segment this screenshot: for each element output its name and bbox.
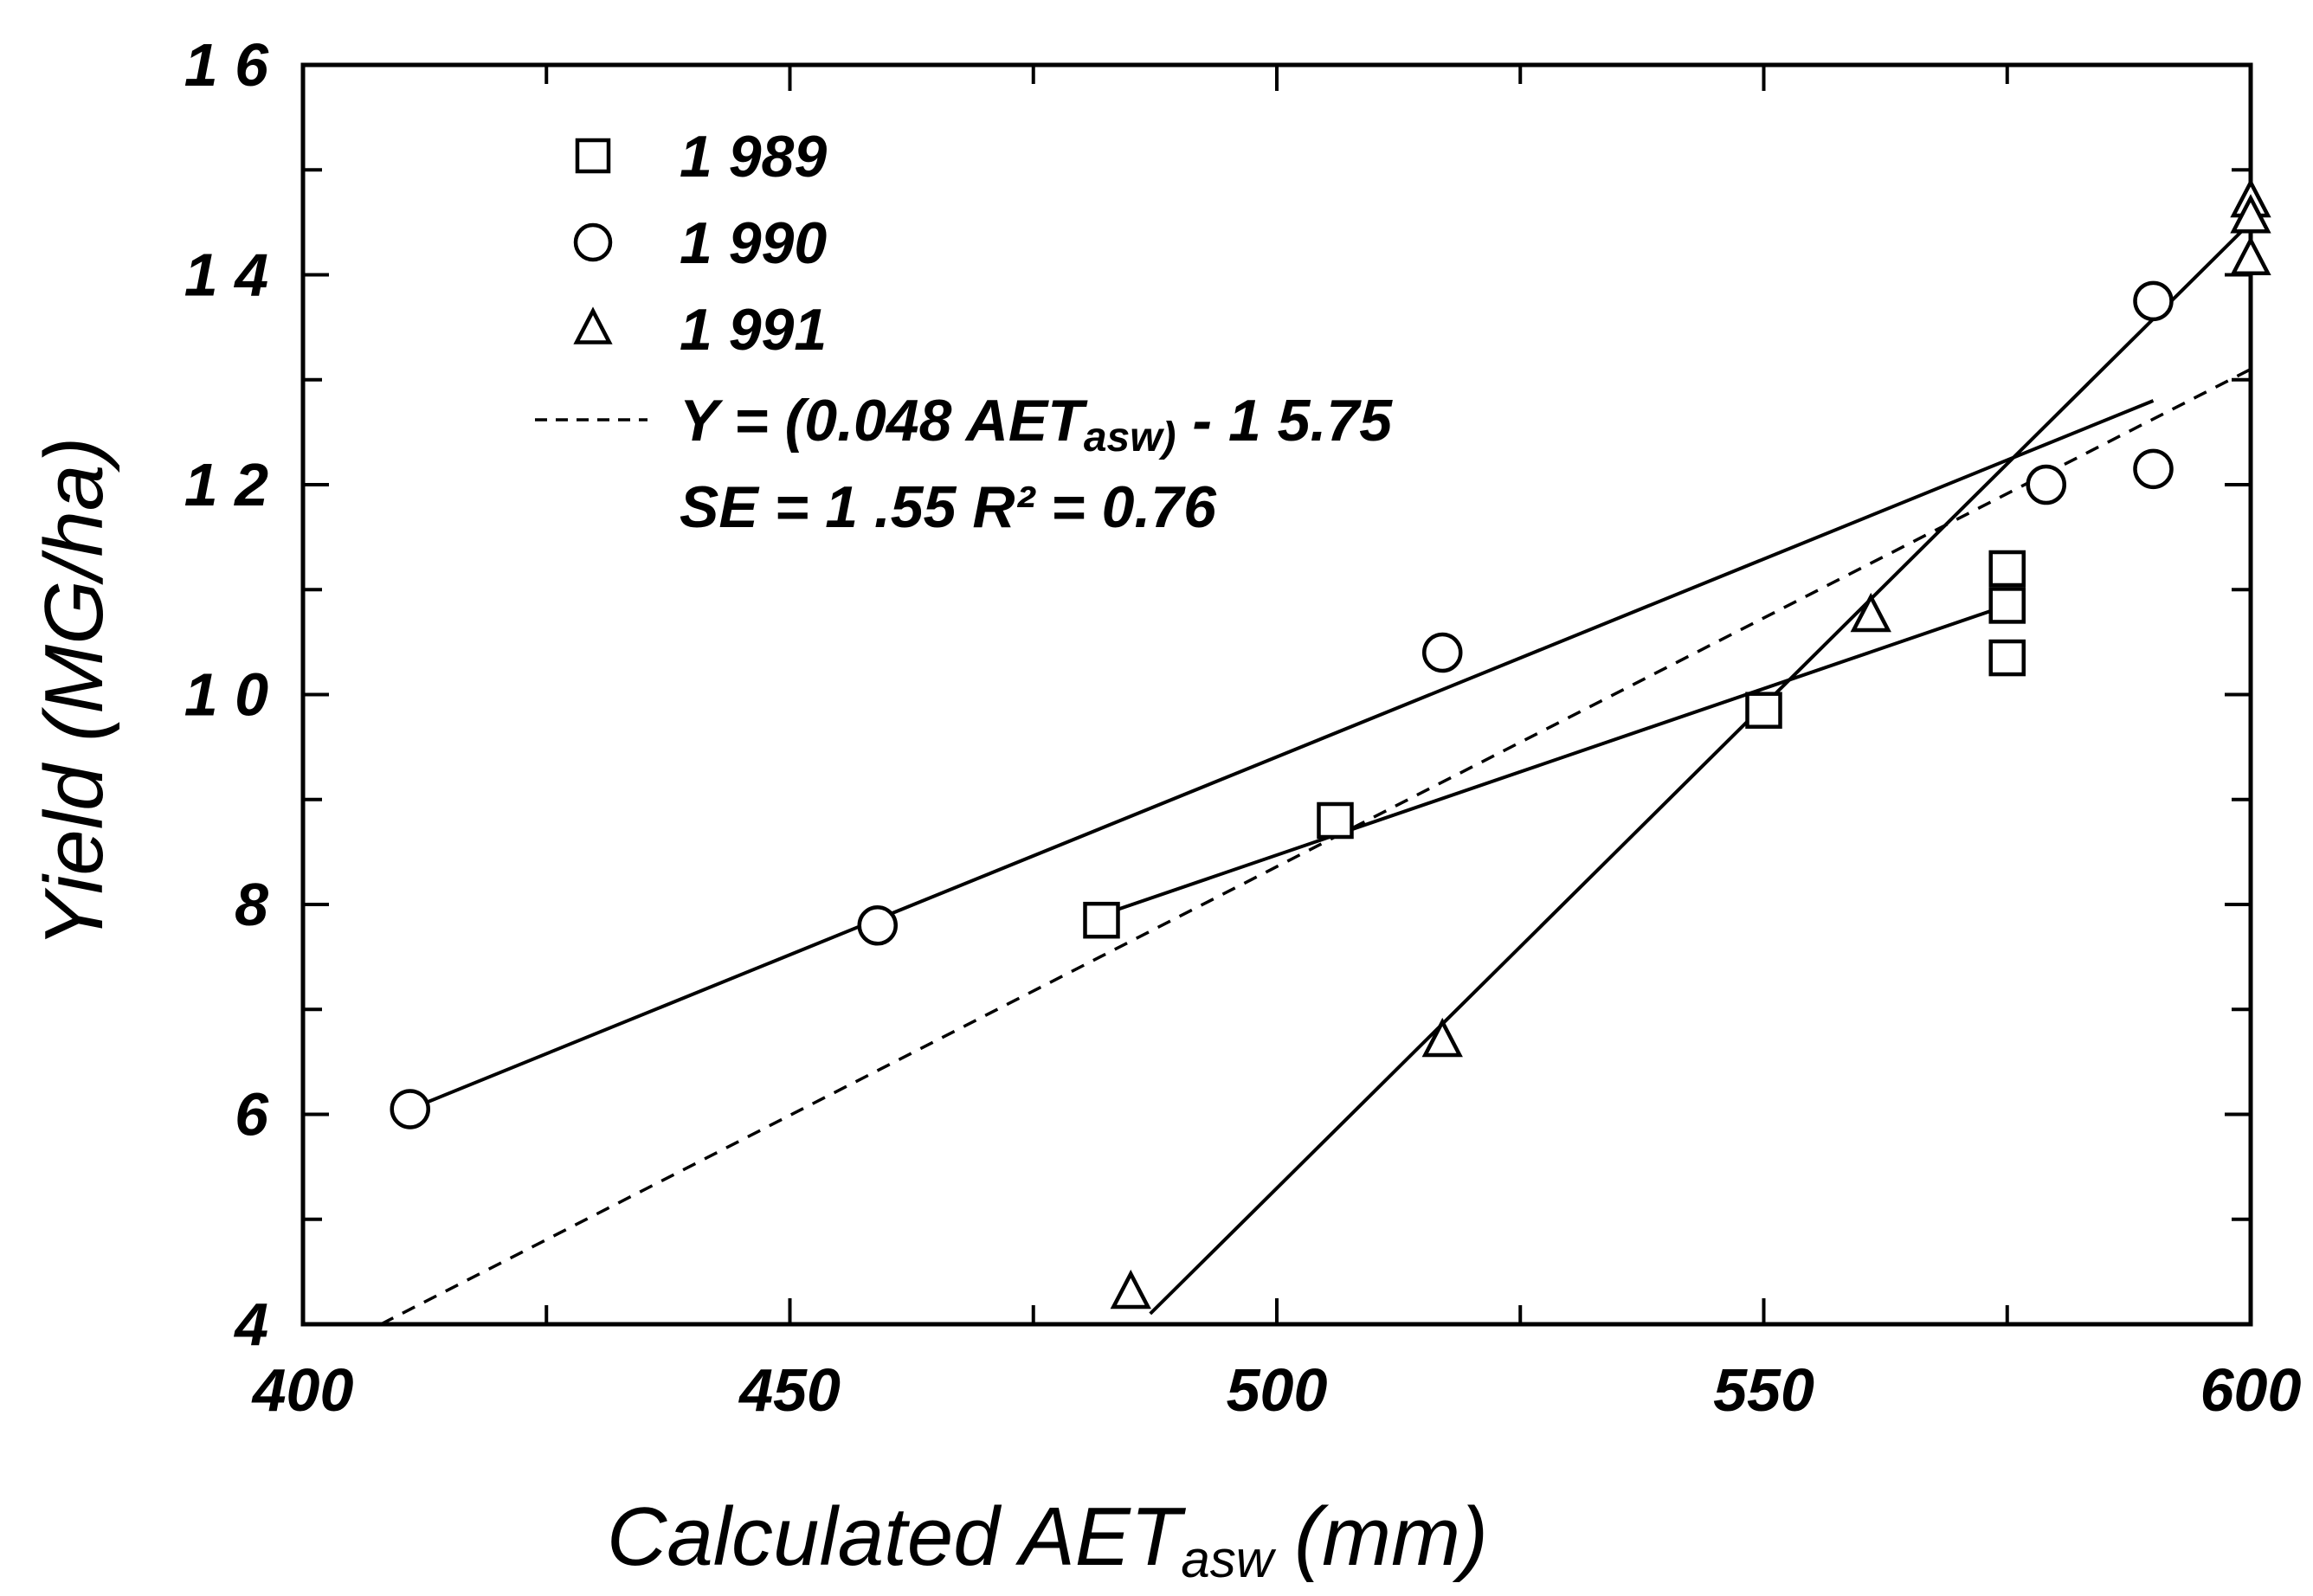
fit-equation-subscript: asw)	[1084, 415, 1176, 460]
square-marker	[1988, 587, 2026, 624]
circle-marker	[2133, 280, 2174, 322]
circle-marker	[1422, 632, 1463, 673]
x-tick-label: 550	[1713, 1356, 1814, 1424]
circle-marker	[2026, 464, 2066, 505]
legend: 1 989 1 990 1 991 Y = (0.048 AETasw) - 1 5.…	[535, 124, 1393, 540]
overall-fit-line	[380, 368, 2252, 1326]
x-axis-title-main: Calculated AET	[607, 1490, 1187, 1583]
square-marker	[575, 138, 611, 174]
legend-label: 1 991	[680, 297, 827, 363]
fit-stats: SE = 1 .55 R² = 0.76	[680, 474, 1217, 540]
triangle-marker	[2230, 235, 2271, 275]
x-tick-label: 500	[1227, 1356, 1328, 1424]
fit-equation-prefix: Y = (0.048 AET	[680, 388, 1088, 454]
triangle-marker	[1110, 1269, 1151, 1310]
square-marker	[1988, 550, 2026, 588]
circle-marker	[857, 905, 898, 946]
fit-lines-group	[380, 221, 2252, 1326]
x-tick-label: 600	[2200, 1356, 2302, 1424]
fit-equation: Y = (0.048 AETasw) - 1 5.75	[680, 388, 1393, 460]
triangle-marker	[2230, 194, 2271, 234]
x-axis-title-unit: (mm)	[1294, 1490, 1488, 1583]
x-axis-title-subscript: asw	[1181, 1530, 1276, 1588]
fit-line-triangle	[1149, 221, 2252, 1316]
y-tick-label: 1 4	[184, 241, 268, 309]
legend-label: 1 990	[680, 210, 827, 276]
axes-group: 400 450 500 550 600 4 6 8 1 0 1 2 1 4 1 6	[184, 31, 2302, 1424]
circle-marker	[2133, 448, 2174, 490]
triangle-marker	[1421, 1017, 1463, 1058]
square-marker	[1988, 639, 2026, 677]
square-marker	[1317, 801, 1354, 840]
triangle-marker	[573, 306, 613, 344]
y-tick-label: 1 2	[184, 451, 268, 518]
fit-equation-suffix: - 1 5.75	[1176, 388, 1394, 454]
square-marker	[1083, 901, 1120, 939]
data-points-group	[390, 177, 2271, 1310]
x-tick-label: 400	[251, 1356, 354, 1424]
x-tick-label: 450	[738, 1356, 841, 1424]
legend-label: 1 989	[680, 124, 827, 190]
triangle-marker	[1850, 592, 1891, 633]
y-tick-label: 1 0	[184, 661, 268, 729]
y-tick-label: 1 6	[184, 31, 269, 99]
circle-marker	[573, 222, 613, 262]
y-tick-label: 6	[235, 1081, 269, 1149]
y-axis-title: Yield (MG/ha)	[28, 437, 120, 948]
x-axis-title: Calculated AETasw (mm)	[607, 1490, 1488, 1588]
circle-marker	[390, 1089, 430, 1129]
fit-line-circle	[409, 399, 2155, 1111]
y-tick-label: 4	[233, 1290, 268, 1358]
square-marker	[1745, 692, 1782, 729]
y-tick-label: 8	[235, 871, 268, 938]
fit-line-square	[1100, 603, 2008, 917]
